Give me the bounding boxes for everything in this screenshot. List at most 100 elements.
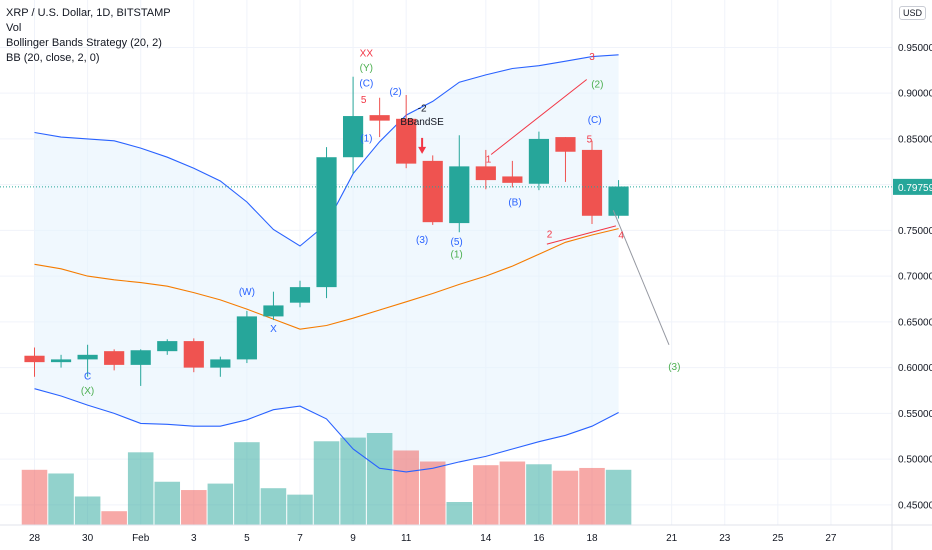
wave-label: (3) <box>416 235 428 246</box>
candle-body <box>236 316 257 360</box>
y-tick-label: 0.85000 <box>898 134 932 145</box>
wave-label: (5) <box>451 237 463 248</box>
volume-bars <box>21 433 632 525</box>
volume-bar <box>579 467 605 525</box>
bb-basis-line <box>34 228 619 330</box>
wave-trend-line <box>612 210 670 345</box>
candle-body <box>316 157 337 288</box>
candles <box>24 76 629 386</box>
candle-body <box>581 149 603 216</box>
wave-trend-line <box>490 79 588 155</box>
legend: XRP / U.S. Dollar, 1D, BITSTAMP Vol Boll… <box>6 6 171 66</box>
volume-bar <box>473 465 499 525</box>
x-tick-label: 5 <box>244 533 250 544</box>
y-tick-label: 0.90000 <box>898 89 932 100</box>
wave-label: 5 <box>361 95 367 106</box>
candle-body <box>104 351 125 365</box>
volume-bar <box>48 473 74 525</box>
wave-label: 5 <box>587 134 593 145</box>
candle-body <box>449 166 470 224</box>
wave-label: (C) <box>359 79 373 90</box>
candle-body <box>475 166 496 181</box>
legend-symbol[interactable]: XRP / U.S. Dollar, 1D, BITSTAMP <box>6 7 171 19</box>
volume-bar <box>499 461 526 525</box>
candle-body <box>157 341 178 352</box>
wave-label: (2) <box>591 80 603 91</box>
wave-label: (1) <box>360 134 372 145</box>
legend-strategy[interactable]: Bollinger Bands Strategy (20, 2) <box>6 37 162 49</box>
volume-bar <box>605 469 632 525</box>
wave-label: (3) <box>668 362 680 373</box>
candle-body <box>342 116 364 158</box>
x-tick-label: 27 <box>825 533 837 544</box>
legend-bb[interactable]: BB (20, close, 2, 0) <box>6 52 100 64</box>
volume-bar <box>287 494 313 525</box>
volume-bar <box>446 502 473 525</box>
volume-bar <box>393 450 419 525</box>
x-tick-label: 21 <box>666 533 678 544</box>
x-tick-label: 7 <box>297 533 303 544</box>
candle-body <box>422 160 443 223</box>
candle-body <box>210 359 231 368</box>
legend-vol[interactable]: Vol <box>6 22 22 34</box>
bb-lower-line <box>34 388 619 473</box>
candle-body <box>183 341 204 368</box>
volume-bar <box>101 511 127 525</box>
volume-bar <box>260 488 287 525</box>
wave-label: (X) <box>81 386 94 397</box>
currency-button[interactable]: USD <box>898 6 926 20</box>
last-price-label: 0.79759 <box>898 183 932 194</box>
wave-label: 1 <box>486 155 492 166</box>
candle-body <box>289 287 311 303</box>
volume-bar <box>552 470 579 525</box>
wave-label: (W) <box>239 287 255 298</box>
y-tick-label: 0.60000 <box>898 363 932 374</box>
volume-bar <box>340 437 366 525</box>
candle-body <box>50 359 72 363</box>
y-tick-label: 0.45000 <box>898 500 932 511</box>
x-tick-label: 23 <box>719 533 731 544</box>
x-tick-label: 18 <box>586 533 598 544</box>
wave-label: 3 <box>589 52 595 63</box>
volume-bar <box>21 469 48 525</box>
x-tick-label: 14 <box>480 533 492 544</box>
wave-label: -2 <box>418 103 427 114</box>
y-tick-label: 0.70000 <box>898 272 932 283</box>
x-tick-label: 25 <box>772 533 784 544</box>
wave-label: (C) <box>588 115 602 126</box>
x-tick-label: 30 <box>82 533 94 544</box>
x-tick-label: 16 <box>533 533 545 544</box>
candle-body <box>502 176 523 183</box>
candle-body <box>608 186 629 216</box>
candle-body <box>77 354 98 360</box>
candle-body <box>24 355 45 363</box>
wave-label: 4 <box>618 230 624 241</box>
wave-label: (2) <box>389 87 401 98</box>
x-tick-label: 3 <box>191 533 197 544</box>
x-tick-label: 28 <box>29 533 41 544</box>
volume-bar <box>526 464 552 525</box>
wave-label: (B) <box>508 198 521 209</box>
volume-bar <box>234 442 260 525</box>
volume-bar <box>181 490 207 525</box>
wave-label: BBandSE <box>400 117 444 128</box>
candle-body <box>263 305 284 317</box>
x-tick-label: 9 <box>350 533 356 544</box>
x-tick-label: 11 <box>401 533 412 544</box>
short-signal-arrow-head <box>418 146 427 154</box>
candle-body <box>130 350 151 365</box>
wave-label: XX <box>360 48 374 59</box>
volume-bar <box>154 481 181 525</box>
volume-bar <box>419 461 446 525</box>
volume-bar <box>127 452 154 525</box>
volume-bar <box>207 483 234 525</box>
volume-bar <box>74 496 101 525</box>
volume-bar <box>366 433 393 525</box>
x-tick-label: Feb <box>132 533 150 544</box>
candle-body <box>528 138 550 184</box>
y-tick-label: 0.65000 <box>898 317 932 328</box>
y-tick-label: 0.95000 <box>898 43 932 54</box>
